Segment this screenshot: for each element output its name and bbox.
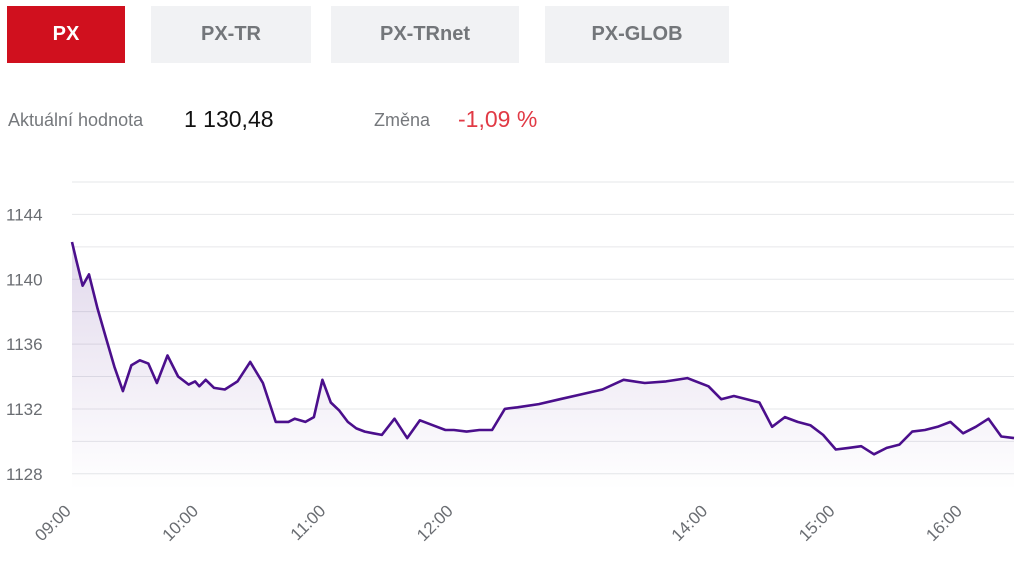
x-tick-label: 11:00 (287, 501, 330, 544)
intraday-line-chart: 1128 1132 1136 1140 1144 09:00 10:00 11:00 12:0… (6, 181, 1015, 545)
current-value-label: Aktuální hodnota (8, 110, 144, 130)
series-area (72, 242, 1014, 490)
y-tick-label: 1136 (6, 335, 43, 354)
x-tick-label: 15:00 (795, 501, 839, 545)
y-tick-label: 1144 (6, 205, 43, 224)
y-tick-label: 1132 (6, 400, 43, 419)
x-tick-label: 09:00 (31, 501, 75, 545)
x-tick-label: 16:00 (922, 501, 966, 545)
x-tick-label: 14:00 (668, 501, 712, 545)
tab-px-trnet[interactable]: PX-TRnet (331, 6, 519, 63)
current-value: 1 130,48 (184, 106, 274, 132)
x-tick-label: 10:00 (159, 501, 203, 545)
change-value: -1,09 % (458, 106, 538, 132)
tab-px-tr[interactable]: PX-TR (151, 6, 311, 63)
tab-px[interactable]: PX (7, 6, 125, 63)
x-tick-label: 12:00 (413, 501, 457, 545)
series-line (70, 241, 1015, 456)
y-tick-label: 1140 (6, 270, 43, 289)
tab-px-glob[interactable]: PX-GLOB (545, 6, 729, 63)
y-tick-label: 1128 (6, 465, 43, 484)
change-label: Změna (374, 110, 431, 130)
